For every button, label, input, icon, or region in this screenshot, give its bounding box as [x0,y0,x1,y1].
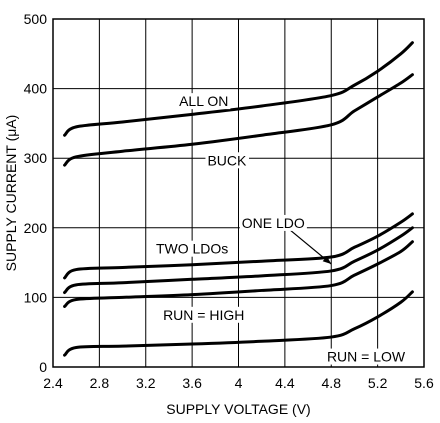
series-lines [63,41,414,357]
curve-label: RUN = LOW [324,348,408,365]
curve-label-background [161,306,247,323]
curve-label-text: RUN = LOW [327,349,406,365]
curve-label-background [177,93,231,110]
x-tick-label: 2.4 [43,375,63,391]
curve-label-text: RUN = HIGH [163,307,244,323]
series-line-run-low [63,290,414,357]
x-tick-label: 5.6 [414,375,434,391]
curve-label-background [153,240,231,257]
y-tick-label: 300 [24,150,48,166]
x-tick-label: 3.2 [136,375,156,391]
y-tick-label: 400 [24,81,48,97]
curve-label-background [324,348,408,365]
grid [53,19,424,367]
plot-frame [52,18,425,368]
x-tick-label: 2.8 [90,375,110,391]
series-line-one-ldo [63,212,414,280]
y-axis-title: SUPPLY CURRENT (μA) [3,115,19,272]
curve-label: BUCK [205,152,250,169]
curve-label: RUN = HIGH [161,306,247,323]
tick-labels: 2.4 2.8 3.2 3.6 4 4.4 4.8 5.2 5.6 0 100 200 300 400 50… [24,11,434,391]
curve-label: ONE LDO [239,214,307,231]
series-line-two-ldos [63,226,414,295]
x-tick-label: 4 [235,375,243,391]
x-axis-title: SUPPLY VOLTAGE (V) [166,401,310,417]
leader-lines [284,225,332,265]
series-line-buck [63,73,414,167]
leader-line [284,225,332,265]
y-tick-label: 500 [24,11,48,27]
curve-label: TWO LDOs [153,240,231,257]
y-tick-label: 200 [24,220,48,236]
curve-label-background [205,152,250,169]
series-line-all-on [63,41,414,137]
x-tick-label: 5.2 [368,375,388,391]
x-tick-label: 3.6 [182,375,202,391]
x-tick-label: 4.4 [275,375,295,391]
leader-arrowhead [322,256,332,264]
curve-label-text: ALL ON [179,93,228,109]
series-line-run-high [63,240,414,308]
curve-label-text: ONE LDO [242,215,305,231]
y-tick-label: 100 [24,289,48,305]
x-tick-label: 4.8 [322,375,342,391]
curve-label-text: TWO LDOs [156,241,228,257]
curve-label: ALL ON [177,93,231,110]
y-tick-label: 0 [39,359,47,375]
curve-label-background [239,214,307,231]
curve-labels: ALL ON BUCK ONE LDO TWO LDOs RUN = HIGH RUN =… [153,93,408,365]
curve-label-text: BUCK [207,152,247,168]
